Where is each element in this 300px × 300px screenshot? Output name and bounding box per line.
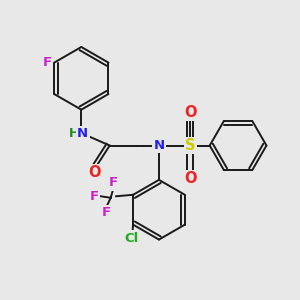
Text: S: S [185, 138, 196, 153]
Text: F: F [90, 190, 99, 203]
Text: O: O [184, 172, 196, 187]
Text: H: H [69, 127, 79, 140]
Text: O: O [184, 105, 196, 120]
Text: F: F [102, 206, 111, 219]
Text: N: N [153, 139, 164, 152]
Text: Cl: Cl [124, 232, 139, 244]
Text: F: F [43, 56, 52, 69]
Text: O: O [88, 166, 101, 181]
Text: F: F [109, 176, 118, 189]
Text: N: N [77, 127, 88, 140]
